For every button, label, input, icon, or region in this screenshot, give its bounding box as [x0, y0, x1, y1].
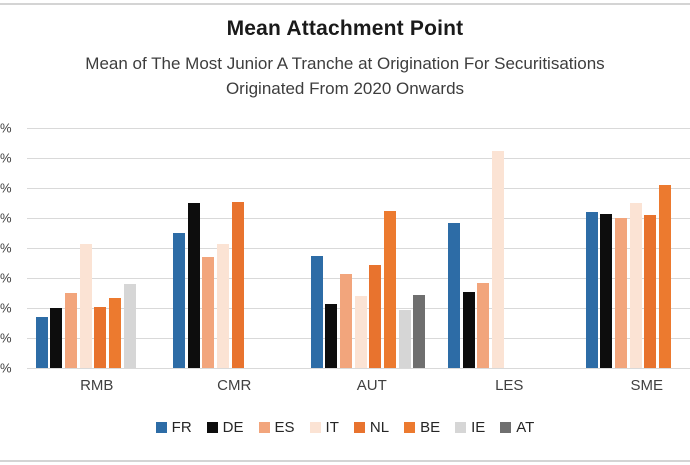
- legend-item-ES: ES: [258, 418, 295, 436]
- y-axis-tick-label: %: [0, 270, 12, 286]
- y-gridline: [27, 368, 690, 369]
- y-axis-tick-label: %: [0, 210, 12, 226]
- legend-swatch-IE: [455, 421, 467, 433]
- y-axis-tick-label: %: [0, 120, 12, 136]
- bar-FR-LES: [448, 222, 460, 368]
- bar-BE-AUT: [384, 210, 396, 368]
- bottom-divider: [0, 460, 690, 462]
- x-axis-label-AUT: AUT: [356, 377, 387, 394]
- bar-IT-CMR: [217, 243, 230, 368]
- legend-label-NL: NL: [369, 418, 390, 436]
- bar-IT-LES: [492, 150, 505, 368]
- x-axis-label-CMR: CMR: [217, 377, 252, 394]
- chart-subtitle-line2: Originated From 2020 Onwards: [225, 79, 465, 98]
- bar-BE-SME: [659, 185, 671, 368]
- bar-IT-SME: [629, 203, 642, 368]
- bar-NL-AUT: [369, 264, 382, 368]
- legend-swatch-FR: [155, 421, 167, 433]
- bar-FR-CMR: [173, 233, 185, 368]
- bar-DE-SME: [600, 213, 613, 368]
- legend-item-AT: AT: [500, 419, 534, 436]
- legend-label-ES: ES: [274, 418, 295, 436]
- bar-ES-LES: [477, 282, 490, 368]
- chart-subtitle: Mean of The Most Junior A Tranche at Ori…: [0, 51, 690, 101]
- x-axis-label-RMB: RMB: [80, 377, 114, 394]
- y-axis-tick-label: %: [0, 150, 12, 166]
- y-gridline: [27, 158, 690, 159]
- chart-title: Mean Attachment Point: [226, 17, 464, 40]
- chart-subtitle-line1: Mean of The Most Junior A Tranche at Ori…: [85, 54, 605, 73]
- legend-label-AT: AT: [516, 418, 535, 436]
- bar-ES-RMB: [64, 293, 77, 368]
- bar-AT-AUT: [413, 294, 426, 368]
- bar-DE-LES: [462, 291, 475, 368]
- bar-DE-CMR: [187, 203, 200, 368]
- x-axis-label-LES: LES: [495, 377, 524, 394]
- legend-swatch-IT: [309, 421, 321, 433]
- legend: FR DE ES IT NL BE IE AT: [0, 415, 690, 439]
- bar-NL-RMB: [94, 306, 107, 368]
- bar-ES-AUT: [339, 273, 352, 368]
- bar-ES-SME: [614, 218, 627, 368]
- legend-item-IE: IE: [455, 419, 485, 436]
- legend-label-FR: FR: [171, 418, 192, 436]
- legend-swatch-AT: [500, 421, 512, 433]
- legend-swatch-NL: [353, 421, 365, 433]
- legend-label-BE: BE: [420, 418, 441, 436]
- legend-label-DE: DE: [222, 418, 244, 436]
- x-axis-label-SME: SME: [630, 377, 663, 394]
- y-axis-tick-label: %: [0, 180, 12, 196]
- legend-label-IT: IT: [325, 418, 339, 436]
- bar-IT-RMB: [79, 243, 92, 368]
- legend-swatch-ES: [258, 421, 270, 433]
- bar-NL-SME: [644, 215, 657, 368]
- legend-item-NL: NL: [353, 418, 390, 436]
- bar-FR-RMB: [35, 317, 48, 368]
- y-gridline: [27, 218, 690, 219]
- top-divider: [0, 3, 690, 5]
- legend-swatch-DE: [206, 421, 218, 433]
- legend-item-FR: FR: [155, 418, 192, 436]
- bar-NL-CMR: [231, 201, 244, 368]
- bar-FR-SME: [585, 212, 598, 368]
- legend-label-IE: IE: [471, 418, 486, 436]
- legend-item-IT: IT: [309, 418, 339, 436]
- y-gridline: [27, 128, 690, 129]
- y-gridline: [27, 248, 690, 249]
- y-axis-tick-label: %: [0, 300, 12, 316]
- legend-item-DE: DE: [206, 418, 244, 436]
- y-gridline: [27, 188, 690, 189]
- bar-DE-AUT: [325, 303, 338, 368]
- y-axis-tick-label: %: [0, 330, 12, 346]
- bar-BE-RMB: [109, 297, 121, 368]
- y-axis-tick-label: %: [0, 360, 12, 376]
- bar-IE-RMB: [123, 284, 136, 368]
- bar-FR-AUT: [310, 255, 323, 368]
- y-axis-tick-label: %: [0, 240, 12, 256]
- bar-DE-RMB: [50, 308, 63, 368]
- y-gridline: [27, 278, 690, 279]
- bar-IT-AUT: [354, 296, 367, 368]
- bar-IE-AUT: [398, 309, 411, 368]
- legend-swatch-BE: [404, 421, 416, 433]
- legend-item-BE: BE: [404, 419, 440, 436]
- bar-ES-CMR: [202, 257, 215, 368]
